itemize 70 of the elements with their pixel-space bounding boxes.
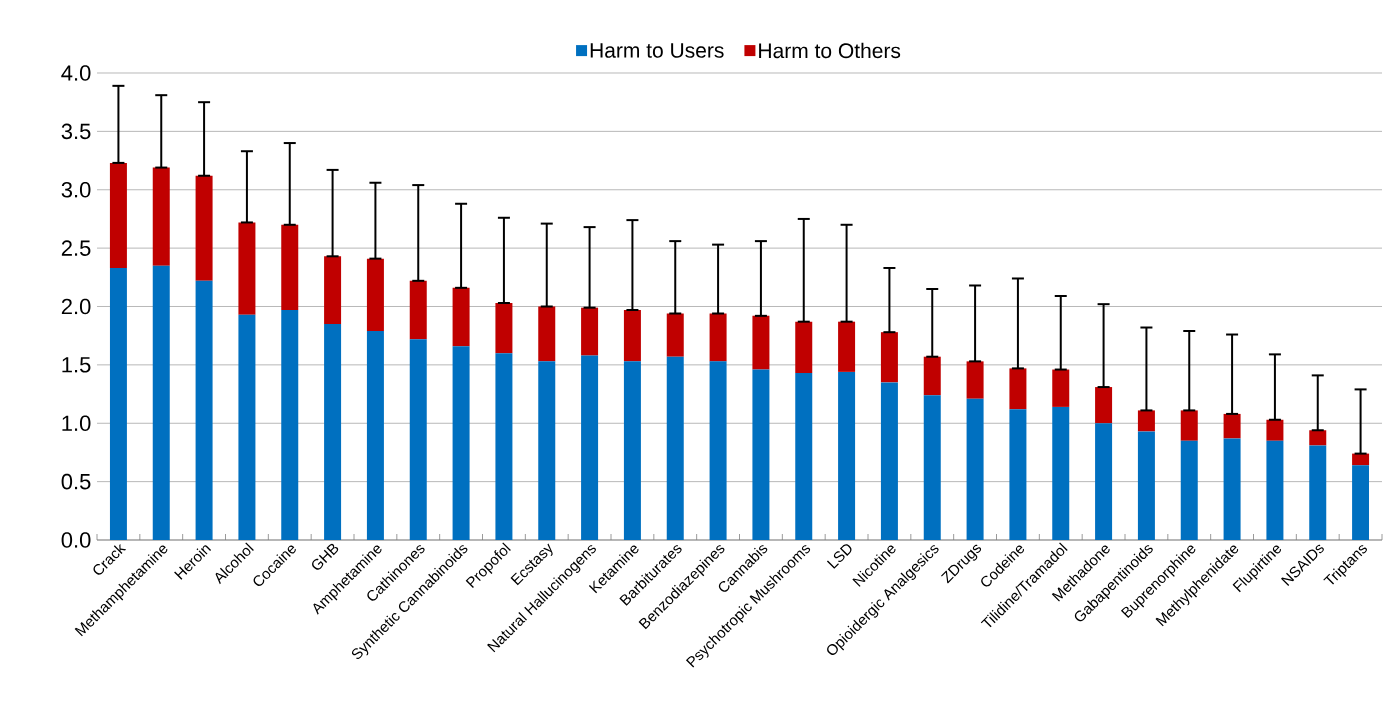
bar — [966, 398, 984, 540]
bar — [795, 373, 813, 540]
y-tick-label: 2.0 — [61, 298, 91, 315]
bar — [495, 303, 513, 354]
bar — [452, 287, 470, 347]
bar — [623, 310, 641, 362]
y-tick-label: 1.5 — [62, 357, 91, 373]
bar — [1223, 413, 1241, 439]
bar — [281, 310, 299, 540]
bar — [752, 369, 770, 540]
y-tick-label: 1.0 — [62, 415, 91, 432]
bar — [409, 280, 427, 340]
bar — [752, 315, 770, 370]
x-tick-label: LSD — [826, 544, 852, 569]
legend-label: Harm to Users — [590, 43, 724, 58]
legend-label: Harm to Others — [759, 42, 901, 59]
bar — [923, 395, 941, 540]
bar — [838, 321, 856, 372]
bar — [195, 175, 213, 281]
bar — [195, 280, 213, 540]
bar — [1309, 445, 1327, 540]
bar — [1180, 410, 1198, 441]
bar — [495, 353, 513, 540]
bar — [1223, 438, 1241, 540]
bar — [109, 162, 127, 268]
bar — [1309, 430, 1327, 446]
bar — [709, 361, 727, 540]
y-tick-label: 2.5 — [61, 240, 91, 256]
bar — [581, 355, 599, 540]
bar — [238, 222, 256, 315]
bar — [880, 332, 898, 383]
y-tick-label: 3.0 — [61, 181, 91, 198]
bar — [666, 356, 684, 540]
bar — [1352, 465, 1370, 540]
bar — [538, 306, 556, 362]
bar — [581, 307, 599, 356]
bar — [1095, 423, 1113, 540]
bar — [923, 356, 941, 396]
bar — [1180, 440, 1198, 540]
bar — [880, 382, 898, 540]
bar — [366, 331, 384, 540]
bar — [1266, 419, 1284, 441]
bar — [1137, 410, 1155, 432]
y-tick-label: 0.5 — [61, 473, 91, 490]
bar — [366, 258, 384, 332]
bar — [1052, 369, 1070, 407]
bar — [1009, 368, 1027, 410]
bar — [1095, 387, 1113, 424]
bar — [109, 267, 127, 540]
bar — [324, 324, 342, 540]
bar — [238, 314, 256, 540]
bar — [1052, 406, 1070, 540]
bar — [538, 361, 556, 540]
bar — [281, 224, 299, 310]
bar — [1009, 409, 1027, 540]
bar — [452, 346, 470, 540]
bar — [409, 339, 427, 540]
bar — [966, 361, 984, 399]
bar — [1137, 431, 1155, 540]
bar — [795, 321, 813, 374]
y-tick-label: 3.5 — [61, 123, 91, 140]
bar — [152, 265, 170, 540]
bar — [152, 167, 170, 266]
y-tick-label: 4.0 — [61, 65, 91, 81]
bar — [838, 371, 856, 540]
bar — [623, 361, 641, 540]
bar — [324, 256, 342, 325]
bar — [709, 313, 727, 362]
bar — [1266, 440, 1284, 540]
bar — [666, 313, 684, 357]
